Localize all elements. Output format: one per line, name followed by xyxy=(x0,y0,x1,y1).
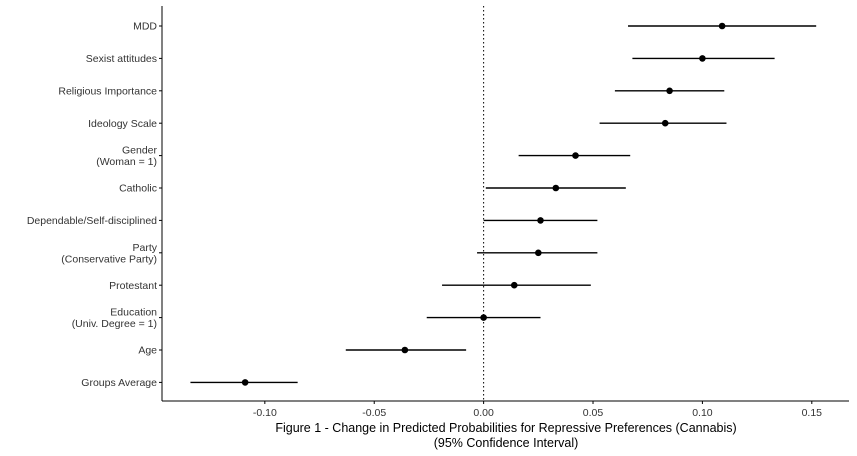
point-estimate xyxy=(510,281,518,289)
y-tick-label: (Univ. Degree = 1) xyxy=(72,318,157,330)
x-tick-label: 0.15 xyxy=(802,407,823,419)
y-tick-label: Protestant xyxy=(109,280,157,292)
y-tick-label: Education xyxy=(110,307,157,319)
y-tick-label: Religious Importance xyxy=(58,86,157,98)
x-axis-title-line-2: (95% Confidence Interval) xyxy=(434,436,579,450)
axes-group xyxy=(159,6,849,404)
point-estimate xyxy=(718,22,726,30)
marks-group xyxy=(190,22,817,386)
x-tick-label: -0.05 xyxy=(362,407,386,419)
y-tick-label: Party xyxy=(132,242,157,254)
y-tick-label: Dependable/Self-disciplined xyxy=(27,215,157,227)
x-axis-title-line-1: Figure 1 - Change in Predicted Probabili… xyxy=(275,421,736,435)
point-estimate xyxy=(537,217,544,224)
y-tick-label: Ideology Scale xyxy=(88,118,157,130)
x-tick-label: 0.00 xyxy=(473,407,494,419)
point-estimate xyxy=(552,184,560,192)
point-estimate xyxy=(241,379,249,386)
y-tick-label: (Conservative Party) xyxy=(61,253,157,265)
y-tick-label: Age xyxy=(138,345,157,357)
y-tick-label: (Woman = 1) xyxy=(96,156,157,168)
y-tick-label: MDD xyxy=(133,21,157,33)
y-tick-label: Groups Average xyxy=(81,377,157,389)
x-tick-label: 0.10 xyxy=(692,407,713,419)
y-tick-label: Catholic xyxy=(119,183,157,195)
point-estimate xyxy=(699,55,706,62)
point-estimate xyxy=(401,346,409,354)
x-tick-labels: -0.10 -0.05 0.00 0.05 0.10 0.15 xyxy=(253,407,822,419)
x-tick-label: -0.10 xyxy=(253,407,277,419)
point-estimate xyxy=(661,119,669,127)
point-estimate xyxy=(572,152,579,159)
y-tick-label: Sexist attitudes xyxy=(86,53,157,65)
point-estimate xyxy=(535,249,542,257)
point-estimate xyxy=(480,314,487,321)
y-tick-label: Gender xyxy=(122,145,158,157)
point-estimate xyxy=(666,87,673,95)
x-tick-label: 0.05 xyxy=(583,407,604,419)
y-tick-labels: MDD Sexist attitudes Religious Importance I… xyxy=(27,21,158,389)
